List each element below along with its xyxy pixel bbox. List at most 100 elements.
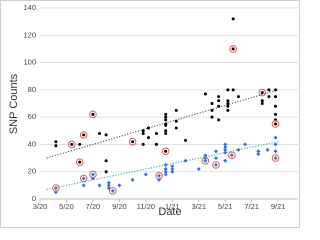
point: [210, 115, 214, 119]
point: [273, 135, 278, 140]
point: [130, 177, 135, 182]
highlight-ring: [89, 170, 97, 179]
point: [110, 188, 115, 193]
point: [170, 166, 175, 171]
x-tick-label: 9/21: [271, 202, 286, 211]
y-tick-label: 0: [32, 194, 36, 203]
x-tick-label: 11/20: [137, 202, 155, 211]
point: [217, 95, 221, 99]
point: [106, 180, 111, 185]
point: [70, 142, 74, 146]
point: [236, 147, 241, 152]
point: [226, 99, 230, 103]
point: [273, 149, 278, 154]
point: [82, 133, 86, 137]
point: [184, 138, 188, 142]
point: [154, 142, 158, 146]
point: [164, 149, 168, 153]
point: [274, 112, 278, 116]
y-tick-label: 100: [23, 58, 36, 67]
highlight-ring: [161, 147, 170, 156]
point: [106, 183, 111, 188]
point: [226, 88, 230, 92]
point: [196, 166, 201, 171]
highlight-ring: [128, 137, 137, 146]
point: [229, 153, 234, 158]
point: [203, 156, 208, 161]
point: [217, 99, 221, 103]
highlight-ring: [228, 151, 236, 160]
point: [273, 142, 278, 147]
point: [154, 132, 158, 136]
point: [243, 142, 248, 147]
point: [170, 169, 175, 174]
point: [231, 47, 235, 51]
x-tick-label: 7/20: [86, 202, 101, 211]
point: [78, 160, 82, 164]
point: [256, 151, 261, 156]
x-tick-label: 5/20: [59, 202, 74, 211]
highlight-ring: [229, 45, 237, 53]
point: [260, 102, 264, 105]
y-axis-title: SNP Counts: [8, 73, 20, 134]
point: [91, 112, 95, 116]
y-tick-label: 120: [23, 30, 36, 39]
point: [213, 162, 218, 167]
point: [157, 173, 162, 178]
point: [164, 132, 168, 136]
point: [174, 119, 178, 123]
point: [226, 108, 230, 112]
point: [78, 142, 82, 146]
x-tick-label: 3/21: [191, 202, 206, 211]
point: [223, 142, 228, 147]
highlight-ring: [212, 161, 220, 169]
point: [274, 122, 278, 126]
highlight-ring: [89, 110, 97, 119]
point: [231, 17, 235, 21]
highlight-ring: [108, 187, 117, 195]
highlight-ring: [201, 157, 210, 165]
x-tick-label: 1/21: [165, 202, 180, 211]
point: [217, 104, 221, 108]
point: [265, 147, 270, 152]
point: [141, 129, 145, 133]
point: [203, 92, 207, 96]
point: [141, 132, 145, 136]
point: [213, 156, 218, 161]
highlight-ring: [155, 172, 163, 180]
y-tick-label: 20: [28, 167, 36, 176]
y-tick-label: 40: [28, 139, 36, 148]
point: [210, 102, 214, 105]
point: [203, 158, 208, 163]
point: [90, 172, 95, 177]
x-tick-label: 5/21: [218, 202, 233, 211]
point: [53, 186, 58, 191]
point: [210, 108, 214, 112]
highlight-ring: [67, 140, 76, 149]
point: [146, 126, 150, 130]
x-tick-label: 3/20: [33, 202, 48, 211]
point: [274, 95, 278, 99]
highlight-ring: [271, 154, 280, 162]
point: [143, 172, 148, 177]
point: [217, 118, 221, 122]
point: [203, 153, 208, 158]
y-tick-label: 60: [28, 112, 36, 121]
x-tick-label: 9/20: [112, 202, 127, 211]
point: [163, 162, 168, 167]
point: [164, 129, 168, 133]
point: [54, 140, 58, 144]
point: [213, 149, 218, 154]
x-axis-title: Date: [158, 206, 181, 218]
point: [267, 88, 271, 92]
point: [81, 176, 86, 181]
highlight-ring: [79, 174, 88, 183]
y-tick-label: 140: [23, 3, 36, 12]
point: [260, 91, 264, 95]
point: [141, 142, 145, 146]
point: [104, 133, 108, 137]
point: [98, 132, 102, 136]
point: [223, 158, 228, 163]
point: [231, 88, 235, 92]
point: [104, 170, 108, 174]
